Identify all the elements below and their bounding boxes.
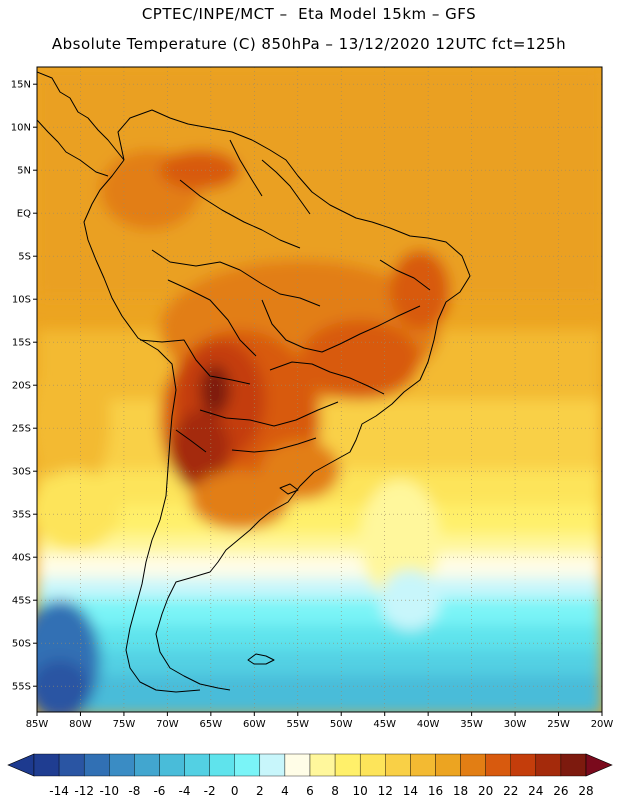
colorbar-label: -14 xyxy=(49,784,69,798)
colorbar-swatch xyxy=(309,753,336,777)
lon-label: 55W xyxy=(286,719,309,730)
lat-label: 50S xyxy=(12,639,31,650)
colorbar-swatch xyxy=(209,753,235,777)
lat-label: 40S xyxy=(12,553,31,564)
colorbar-swatch xyxy=(284,753,311,777)
lat-label: 15S xyxy=(12,338,31,349)
colorbar-label: 20 xyxy=(478,784,493,798)
colorbar: -14 -12 -10 -8 -6 -4 -2 0 2 4 6 8 10 12 14 16 18 20 22 24 26… xyxy=(7,753,613,798)
colorbar-swatch xyxy=(109,753,135,777)
colorbar-swatch xyxy=(435,753,461,777)
lon-label: 40W xyxy=(417,719,440,730)
colorbar-swatch xyxy=(485,753,511,777)
colorbar-swatch xyxy=(58,753,85,777)
lat-label: 30S xyxy=(12,467,31,478)
colorbar-swatch xyxy=(234,753,261,777)
colorbar-swatch xyxy=(359,753,386,777)
lon-label: 70W xyxy=(156,719,179,730)
lat-label: 20S xyxy=(12,381,31,392)
lon-label: 50W xyxy=(330,719,353,730)
colorbar-label: 8 xyxy=(331,784,339,798)
colorbar-high-arrow xyxy=(585,753,613,777)
lat-label: 35S xyxy=(12,510,31,521)
lat-label: 15N xyxy=(11,80,31,91)
colorbar-label: 28 xyxy=(578,784,593,798)
colorbar-swatch xyxy=(184,753,210,777)
colorbar-label: 4 xyxy=(281,784,289,798)
colorbar-label: 18 xyxy=(453,784,468,798)
lon-label: 80W xyxy=(69,719,92,730)
colorbar-swatch xyxy=(385,753,411,777)
temperature-field xyxy=(37,67,602,712)
colorbar-label: -12 xyxy=(74,784,94,798)
colorbar-label: -2 xyxy=(204,784,216,798)
lon-label: 65W xyxy=(200,719,223,730)
colorbar-label: 16 xyxy=(428,784,443,798)
lat-label: 5S xyxy=(18,252,31,263)
lat-label: 45S xyxy=(12,596,31,607)
lat-label: 10N xyxy=(11,123,31,134)
lat-label: 55S xyxy=(12,682,31,693)
map-title-line2: Absolute Temperature (C) 850hPa – 13/12/… xyxy=(51,35,567,53)
colorbar-label: 24 xyxy=(528,784,543,798)
lat-label: EQ xyxy=(17,209,31,220)
colorbar-label: 14 xyxy=(403,784,418,798)
colorbar-swatch xyxy=(33,753,60,777)
colorbar-label: 26 xyxy=(553,784,568,798)
lat-label: 5N xyxy=(17,166,31,177)
colorbar-swatch xyxy=(535,753,562,777)
colorbar-label: 6 xyxy=(306,784,314,798)
colorbar-label: -10 xyxy=(99,784,119,798)
colorbar-low-arrow xyxy=(7,753,35,777)
lon-label: 35W xyxy=(460,719,483,730)
colorbar-label: 12 xyxy=(378,784,393,798)
colorbar-label: -6 xyxy=(153,784,165,798)
colorbar-label: -8 xyxy=(128,784,140,798)
longitude-labels: 85W 80W 75W 70W 65W 60W 55W 50W 45W 40W 35W 30W 25W 2… xyxy=(26,712,614,730)
lon-label: 45W xyxy=(373,719,396,730)
map-frame xyxy=(36,66,603,713)
colorbar-swatch xyxy=(83,753,110,777)
coastlines xyxy=(37,71,471,693)
lon-label: 75W xyxy=(113,719,136,730)
lon-label: 60W xyxy=(243,719,266,730)
colorbar-swatch xyxy=(159,753,185,777)
lon-label: 20W xyxy=(591,719,614,730)
lat-label: 10S xyxy=(12,295,31,306)
colorbar-swatch xyxy=(259,753,286,777)
colorbar-swatch xyxy=(510,753,537,777)
colorbar-label: -4 xyxy=(179,784,191,798)
lon-label: 85W xyxy=(26,719,49,730)
colorbar-swatch xyxy=(410,753,436,777)
lon-label: 25W xyxy=(547,719,570,730)
colorbar-label: 2 xyxy=(256,784,264,798)
colorbar-label: 22 xyxy=(503,784,518,798)
colorbar-label: 0 xyxy=(231,784,239,798)
colorbar-swatch xyxy=(134,753,160,777)
colorbar-swatch xyxy=(334,753,361,777)
latitude-labels: 15N 10N 5N EQ 5S 10S 15S 20S 25S 30S 35S 40S 45S 50S 5… xyxy=(11,80,37,693)
map-title-line1: CPTEC/INPE/MCT – Eta Model 15km – GFS xyxy=(141,5,477,23)
colorbar-swatch xyxy=(560,753,587,777)
lat-label: 25S xyxy=(12,424,31,435)
colorbar-swatch xyxy=(460,753,486,777)
lon-label: 30W xyxy=(504,719,527,730)
colorbar-label: 10 xyxy=(353,784,368,798)
